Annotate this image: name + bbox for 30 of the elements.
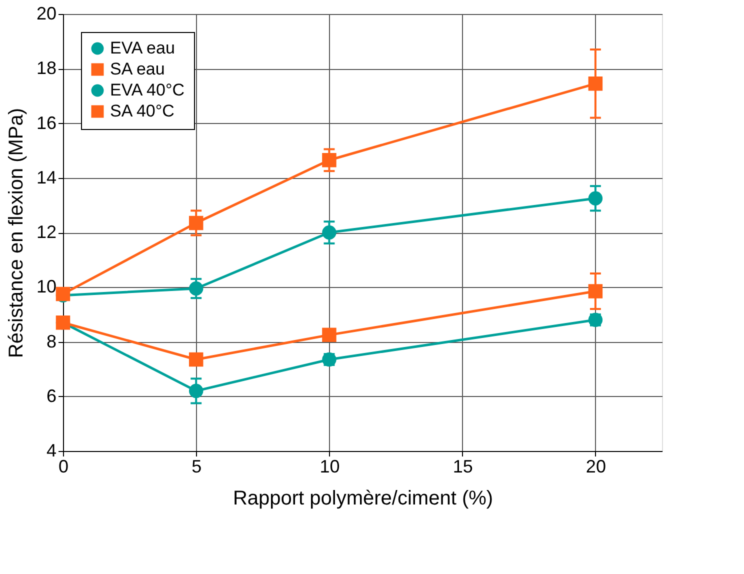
y-axis-title: Résistance en flexion (MPa) bbox=[5, 108, 28, 358]
point bbox=[188, 352, 204, 367]
y-tick-label: 14 bbox=[36, 167, 56, 188]
x-tick-label: 20 bbox=[586, 456, 606, 476]
legend-label: EVA 40°C bbox=[110, 80, 185, 100]
point bbox=[322, 153, 336, 168]
y-tick-label: 10 bbox=[36, 276, 56, 297]
point bbox=[322, 328, 336, 342]
y-tick-label: 20 bbox=[36, 4, 56, 24]
legend-label: EVA eau bbox=[110, 38, 175, 58]
y-tick-label: 12 bbox=[36, 222, 56, 242]
y-tick-label: 8 bbox=[46, 331, 56, 352]
y-tick-label: 4 bbox=[46, 440, 56, 460]
point bbox=[588, 284, 603, 298]
y-tick-label: 6 bbox=[46, 386, 56, 406]
x-tick-label: 15 bbox=[452, 456, 473, 476]
y-tick-label: 18 bbox=[36, 58, 56, 78]
point bbox=[588, 76, 603, 91]
x-tick-label: 10 bbox=[320, 456, 340, 476]
legend-label: SA 40°C bbox=[110, 102, 174, 120]
y-tick-label: 16 bbox=[36, 112, 56, 133]
point bbox=[322, 225, 336, 240]
x-tick-label: 5 bbox=[192, 456, 202, 476]
x-tick-label: 0 bbox=[58, 456, 69, 476]
x-axis-title: Rapport polymère/ciment (%) bbox=[232, 488, 494, 510]
legend-label: SA eau bbox=[110, 60, 165, 78]
point bbox=[188, 281, 204, 296]
point bbox=[188, 216, 204, 230]
point bbox=[188, 384, 204, 398]
point bbox=[588, 191, 603, 206]
